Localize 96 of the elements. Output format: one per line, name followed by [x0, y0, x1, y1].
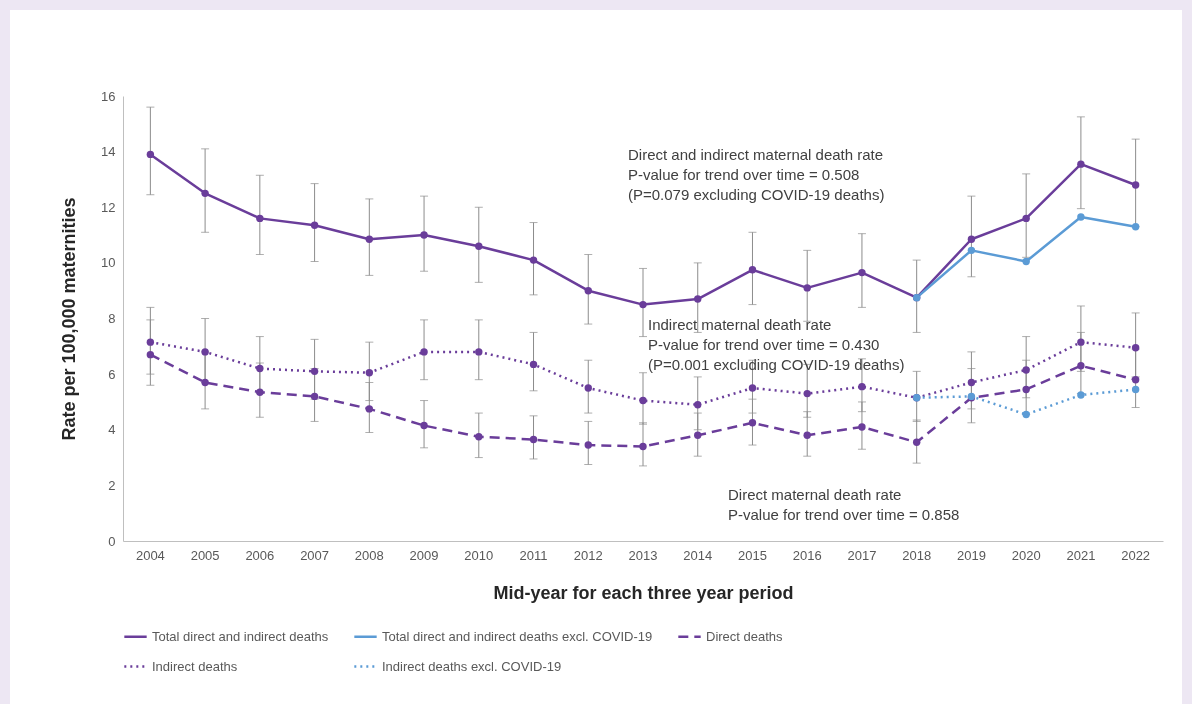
point: [967, 246, 976, 255]
x-tick-label: 2004: [135, 547, 165, 563]
y-tick-label: 6: [108, 366, 116, 382]
point: [639, 300, 647, 309]
legend-label: Total direct and indirect deaths excl. COVID-19: [382, 628, 653, 644]
point: [475, 348, 483, 356]
y-tick-label: 4: [108, 422, 116, 438]
point: [1077, 338, 1085, 346]
point: [529, 256, 538, 264]
point: [584, 286, 592, 295]
y-tick-label: 0: [108, 533, 116, 549]
x-tick-label: 2012: [573, 547, 603, 563]
point: [858, 382, 866, 391]
point: [201, 378, 209, 387]
point: [639, 442, 647, 451]
point: [858, 268, 866, 277]
point: [1131, 375, 1140, 384]
point: [1077, 213, 1085, 221]
y-tick-label: 8: [108, 311, 116, 326]
x-tick-label: 2017: [847, 547, 877, 563]
point: [1022, 366, 1030, 374]
annotation: Direct maternal death rate P-value for trend over time = 0.858: [728, 486, 960, 523]
x-tick-label: 2007: [300, 547, 330, 563]
point: [967, 235, 976, 243]
x-tick-label: 2010: [464, 547, 494, 563]
point: [967, 378, 976, 387]
point: [803, 431, 811, 440]
point: [201, 189, 209, 198]
y-tick-label: 12: [101, 199, 116, 215]
x-tick-label: 2009: [409, 547, 439, 563]
x-tick-label: 2013: [628, 547, 658, 563]
point: [748, 419, 757, 427]
x-tick-label: 2006: [245, 547, 275, 563]
x-tick-label: 2016: [792, 547, 822, 563]
point: [1131, 181, 1140, 189]
point: [1022, 410, 1030, 419]
point: [748, 266, 757, 274]
point: [1077, 391, 1085, 399]
point: [310, 367, 319, 376]
point: [748, 384, 757, 392]
point: [310, 221, 319, 230]
point: [1022, 257, 1030, 266]
x-tick-label: 2019: [956, 547, 986, 563]
point: [858, 423, 866, 431]
x-tick-label: 2022: [1121, 547, 1151, 563]
x-tick-label: 2011: [519, 547, 548, 563]
point: [912, 438, 921, 446]
point: [694, 401, 702, 409]
y-tick-label: 10: [101, 255, 116, 271]
point: [1131, 344, 1140, 352]
point: [146, 338, 155, 346]
legend-label: Direct deaths: [706, 628, 784, 644]
x-tick-label: 2020: [1011, 547, 1041, 563]
y-tick-label: 14: [101, 144, 116, 160]
point: [365, 405, 374, 413]
y-tick-label: 16: [101, 88, 116, 104]
legend-label: Indirect deaths: [152, 658, 238, 674]
point: [310, 392, 319, 401]
y-axis-title: Rate per 100,000 maternities: [59, 197, 80, 441]
x-tick-label: 2021: [1066, 547, 1096, 563]
point: [639, 396, 647, 405]
point: [146, 150, 155, 159]
point: [365, 369, 374, 377]
point: [420, 421, 428, 430]
point: [529, 360, 538, 369]
point: [475, 242, 483, 250]
point: [694, 295, 702, 303]
point: [803, 389, 811, 398]
x-tick-label: 2018: [902, 547, 932, 563]
point: [1077, 362, 1085, 370]
y-tick-label: 2: [108, 477, 116, 493]
point: [803, 284, 811, 292]
point: [1022, 214, 1030, 223]
annotation: Direct and indirect maternal death rate P-value for trend over time = 0.508 (P=0.079 excluding COVID-19 deaths): [628, 146, 885, 203]
point: [529, 435, 538, 444]
point: [1022, 385, 1030, 394]
point: [256, 214, 264, 223]
point: [420, 348, 428, 356]
point: [256, 364, 264, 373]
legend-label: Indirect deaths excl. COVID-19: [382, 658, 562, 674]
x-tick-label: 2008: [354, 547, 384, 563]
point: [694, 431, 702, 440]
x-tick-label: 2005: [190, 547, 220, 563]
point: [1131, 385, 1140, 394]
x-tick-label: 2014: [683, 547, 713, 563]
x-tick-label: 2015: [738, 547, 767, 563]
legend-label: Total direct and indirect deaths: [152, 628, 329, 644]
point: [365, 235, 374, 243]
point: [146, 350, 155, 359]
point: [420, 231, 428, 239]
x-axis-title: Mid-year for each three year period: [493, 582, 794, 603]
point: [256, 388, 264, 396]
point: [475, 433, 483, 441]
point: [584, 384, 592, 392]
point: [1077, 160, 1085, 168]
point: [584, 441, 592, 449]
